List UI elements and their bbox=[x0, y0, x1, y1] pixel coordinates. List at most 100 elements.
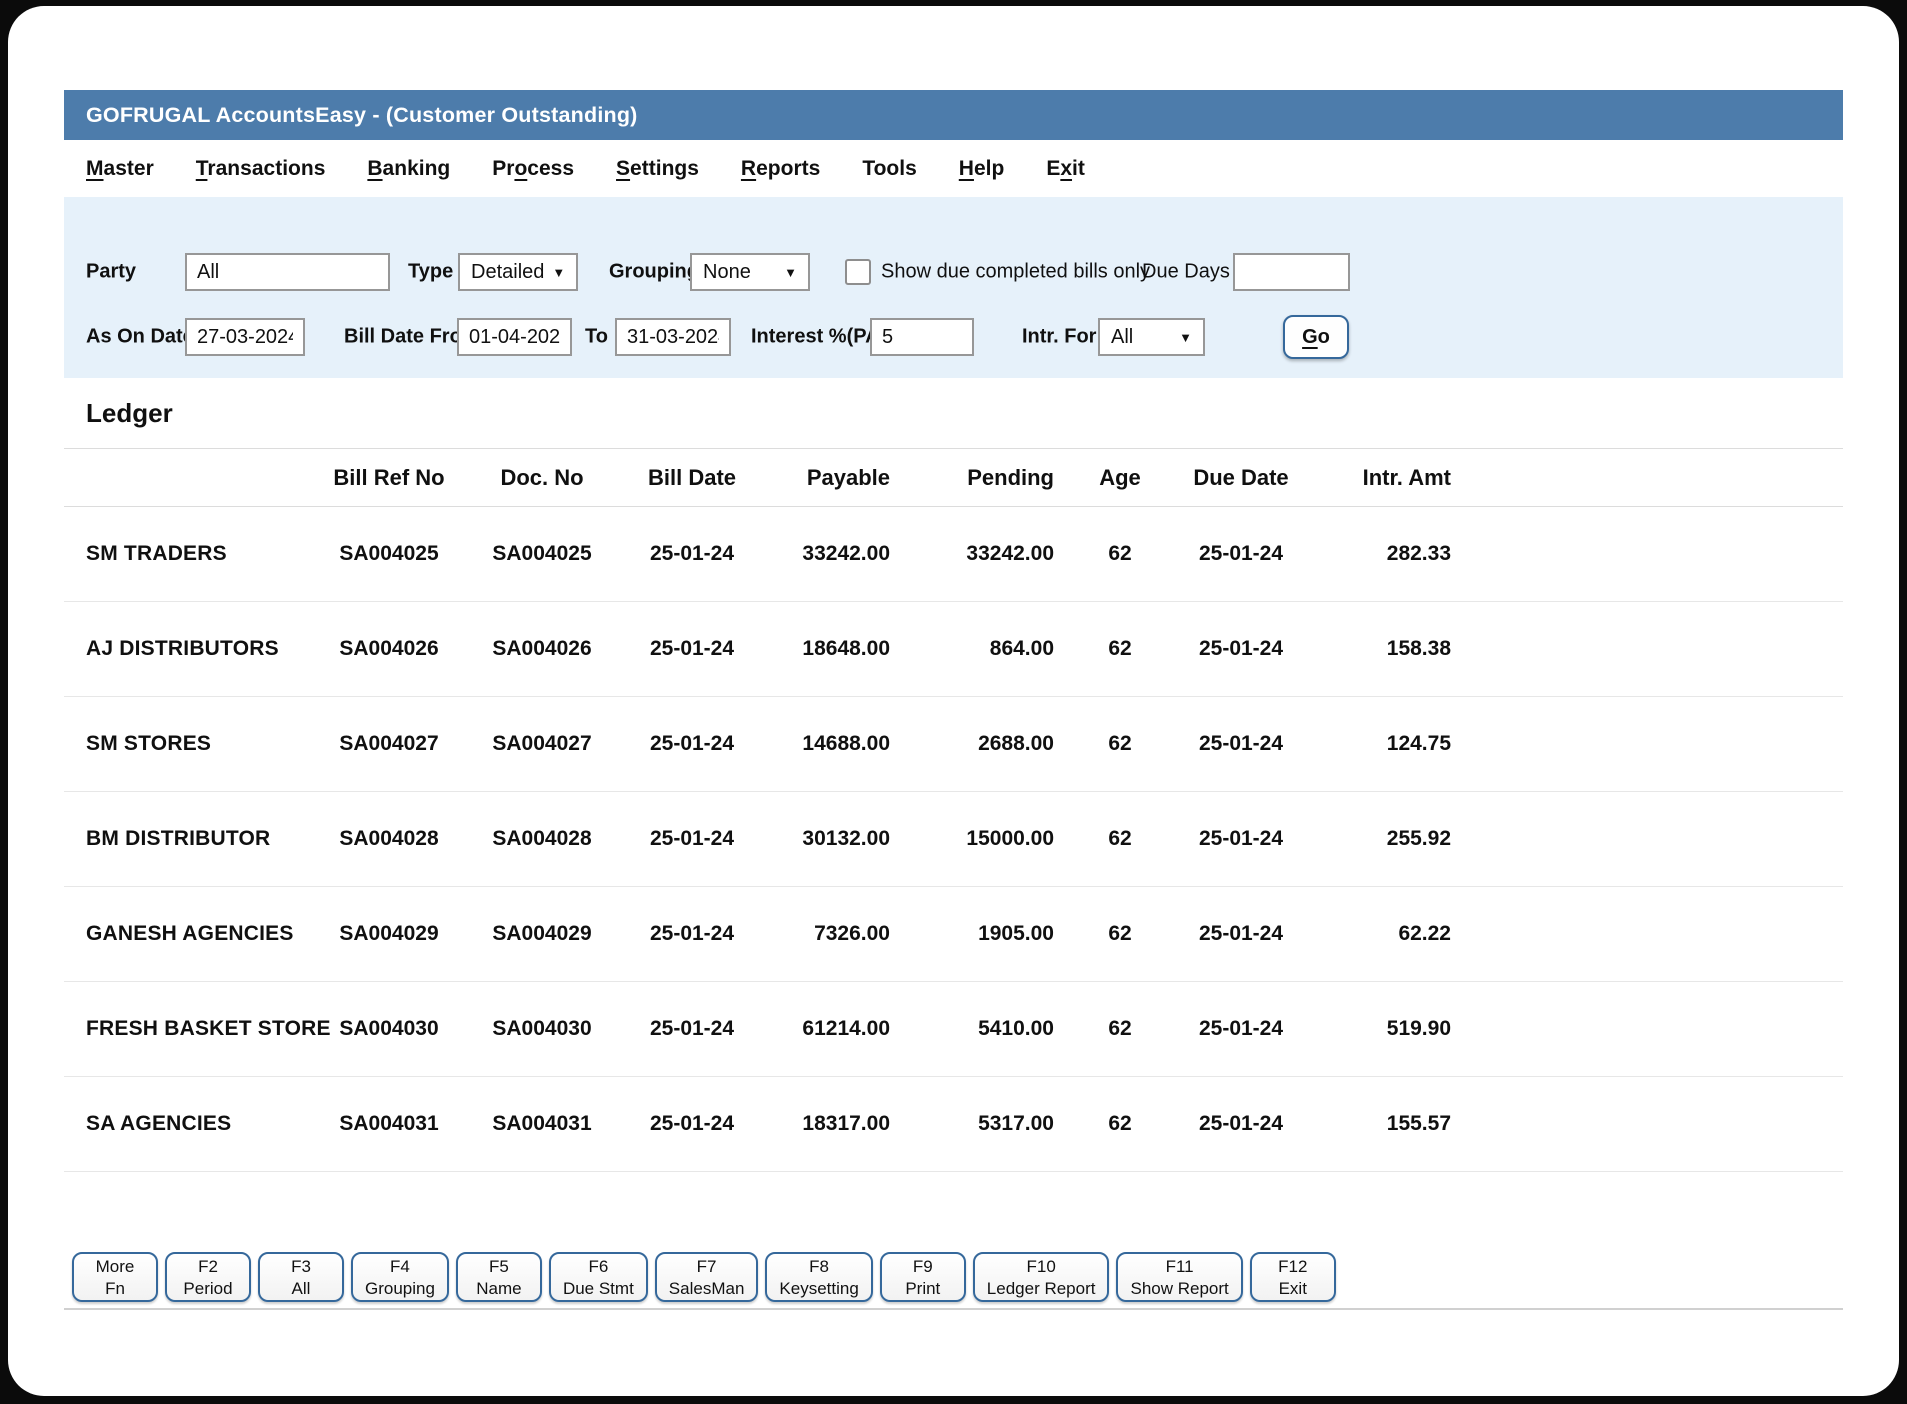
data-cell: 25-01-24 bbox=[1186, 1112, 1296, 1136]
go-button[interactable]: Go bbox=[1283, 315, 1349, 359]
column-header: Age bbox=[1054, 465, 1186, 491]
data-cell: 5410.00 bbox=[890, 1017, 1054, 1041]
data-cell: 18648.00 bbox=[764, 637, 890, 661]
section-title: Ledger bbox=[64, 378, 1843, 448]
bill-date-from-input[interactable] bbox=[457, 318, 572, 356]
filter-row-1: Party Type Detailed▼ Grouping None▼ Show… bbox=[64, 249, 1843, 295]
fn-button-f6[interactable]: F6Due Stmt bbox=[549, 1252, 648, 1302]
intr-for-label: Intr. For bbox=[1022, 326, 1096, 349]
due-days-input[interactable] bbox=[1233, 253, 1350, 291]
function-key-bar: MoreFnF2PeriodF3AllF4GroupingF5NameF6Due… bbox=[64, 1252, 1843, 1302]
data-cell: 62 bbox=[1054, 542, 1186, 566]
table-row[interactable]: SA AGENCIESSA004031SA00403125-01-2418317… bbox=[64, 1077, 1843, 1172]
column-header: Due Date bbox=[1186, 465, 1296, 491]
fn-button-f5[interactable]: F5Name bbox=[456, 1252, 542, 1302]
fn-button-f9[interactable]: F9Print bbox=[880, 1252, 966, 1302]
data-cell: 25-01-24 bbox=[620, 922, 764, 946]
data-cell: SA004031 bbox=[314, 1112, 464, 1136]
to-label: To bbox=[585, 326, 608, 349]
data-cell: 255.92 bbox=[1296, 827, 1451, 851]
data-cell: 25-01-24 bbox=[620, 542, 764, 566]
as-on-date-label: As On Date bbox=[86, 326, 194, 349]
fn-button-f4[interactable]: F4Grouping bbox=[351, 1252, 449, 1302]
data-cell: 14688.00 bbox=[764, 732, 890, 756]
menu-item-process[interactable]: Process bbox=[492, 157, 574, 181]
menu-bar: Master Transactions Banking Process Settings… bbox=[64, 140, 1843, 197]
chevron-down-icon: ▼ bbox=[1179, 330, 1192, 345]
data-cell: 18317.00 bbox=[764, 1112, 890, 1136]
type-label: Type bbox=[408, 261, 453, 284]
data-cell: 155.57 bbox=[1296, 1112, 1451, 1136]
fn-button-f8[interactable]: F8Keysetting bbox=[765, 1252, 872, 1302]
menu-item-master[interactable]: Master bbox=[86, 157, 154, 181]
table-row[interactable]: SM STORESSA004027SA00402725-01-2414688.0… bbox=[64, 697, 1843, 792]
data-cell: 519.90 bbox=[1296, 1017, 1451, 1041]
data-cell: 25-01-24 bbox=[1186, 1017, 1296, 1041]
fn-button-f7[interactable]: F7SalesMan bbox=[655, 1252, 759, 1302]
menu-item-help[interactable]: Help bbox=[959, 157, 1005, 181]
grouping-select[interactable]: None▼ bbox=[690, 253, 810, 291]
party-name-cell: SA AGENCIES bbox=[86, 1112, 314, 1136]
as-on-date-input[interactable] bbox=[185, 318, 305, 356]
data-cell: 25-01-24 bbox=[1186, 732, 1296, 756]
party-label: Party bbox=[86, 261, 136, 284]
data-cell: 25-01-24 bbox=[620, 732, 764, 756]
data-cell: 62 bbox=[1054, 1112, 1186, 1136]
data-cell: 282.33 bbox=[1296, 542, 1451, 566]
fn-button-f2[interactable]: F2Period bbox=[165, 1252, 251, 1302]
data-cell: 30132.00 bbox=[764, 827, 890, 851]
chevron-down-icon: ▼ bbox=[784, 265, 797, 280]
data-cell: 25-01-24 bbox=[620, 1017, 764, 1041]
data-cell: SA004029 bbox=[314, 922, 464, 946]
table-row[interactable]: AJ DISTRIBUTORSSA004026SA00402625-01-241… bbox=[64, 602, 1843, 697]
data-cell: SA004030 bbox=[464, 1017, 620, 1041]
party-name-cell: FRESH BASKET STORE bbox=[86, 1017, 314, 1041]
data-cell: 25-01-24 bbox=[620, 1112, 764, 1136]
interest-label: Interest %(PA) bbox=[751, 326, 886, 349]
type-select[interactable]: Detailed▼ bbox=[458, 253, 578, 291]
data-cell: SA004029 bbox=[464, 922, 620, 946]
data-cell: 62 bbox=[1054, 732, 1186, 756]
ledger-body: SM TRADERSSA004025SA00402525-01-2433242.… bbox=[64, 507, 1843, 1172]
menu-item-settings[interactable]: Settings bbox=[616, 157, 699, 181]
window-titlebar: GOFRUGAL AccountsEasy - (Customer Outsta… bbox=[64, 90, 1843, 140]
intr-for-select[interactable]: All▼ bbox=[1098, 318, 1205, 356]
column-header: Bill Ref No bbox=[314, 465, 464, 491]
party-input[interactable] bbox=[185, 253, 390, 291]
menu-item-reports[interactable]: Reports bbox=[741, 157, 820, 181]
data-cell: 62 bbox=[1054, 922, 1186, 946]
data-cell: 25-01-24 bbox=[1186, 827, 1296, 851]
bill-date-to-input[interactable] bbox=[615, 318, 731, 356]
column-header: Doc. No bbox=[464, 465, 620, 491]
interest-input[interactable] bbox=[870, 318, 974, 356]
data-cell: SA004026 bbox=[314, 637, 464, 661]
data-cell: SA004025 bbox=[464, 542, 620, 566]
data-cell: 124.75 bbox=[1296, 732, 1451, 756]
app-window: GOFRUGAL AccountsEasy - (Customer Outsta… bbox=[8, 6, 1899, 1396]
data-cell: SA004025 bbox=[314, 542, 464, 566]
filter-panel: Party Type Detailed▼ Grouping None▼ Show… bbox=[64, 197, 1843, 378]
fn-button-f3[interactable]: F3All bbox=[258, 1252, 344, 1302]
column-header: Payable bbox=[764, 465, 890, 491]
menu-item-transactions[interactable]: Transactions bbox=[196, 157, 326, 181]
fn-button-f10[interactable]: F10Ledger Report bbox=[973, 1252, 1110, 1302]
data-cell: 25-01-24 bbox=[1186, 637, 1296, 661]
table-row[interactable]: FRESH BASKET STORESA004030SA00403025-01-… bbox=[64, 982, 1843, 1077]
data-cell: 62 bbox=[1054, 637, 1186, 661]
table-row[interactable]: BM DISTRIBUTORSA004028SA00402825-01-2430… bbox=[64, 792, 1843, 887]
menu-item-exit[interactable]: Exit bbox=[1046, 157, 1085, 181]
table-row[interactable]: GANESH AGENCIESSA004029SA00402925-01-247… bbox=[64, 887, 1843, 982]
menu-item-tools[interactable]: Tools bbox=[862, 157, 916, 181]
data-cell: 62.22 bbox=[1296, 922, 1451, 946]
data-cell: 5317.00 bbox=[890, 1112, 1054, 1136]
fn-button-f12[interactable]: F12Exit bbox=[1250, 1252, 1336, 1302]
menu-item-banking[interactable]: Banking bbox=[367, 157, 450, 181]
table-row[interactable]: SM TRADERSSA004025SA00402525-01-2433242.… bbox=[64, 507, 1843, 602]
fn-button-f11[interactable]: F11Show Report bbox=[1116, 1252, 1242, 1302]
show-due-checkbox[interactable] bbox=[845, 259, 871, 285]
due-days-label: Due Days bbox=[1142, 261, 1230, 284]
data-cell: SA004030 bbox=[314, 1017, 464, 1041]
data-cell: SA004031 bbox=[464, 1112, 620, 1136]
fn-button-more[interactable]: MoreFn bbox=[72, 1252, 158, 1302]
chevron-down-icon: ▼ bbox=[552, 265, 565, 280]
